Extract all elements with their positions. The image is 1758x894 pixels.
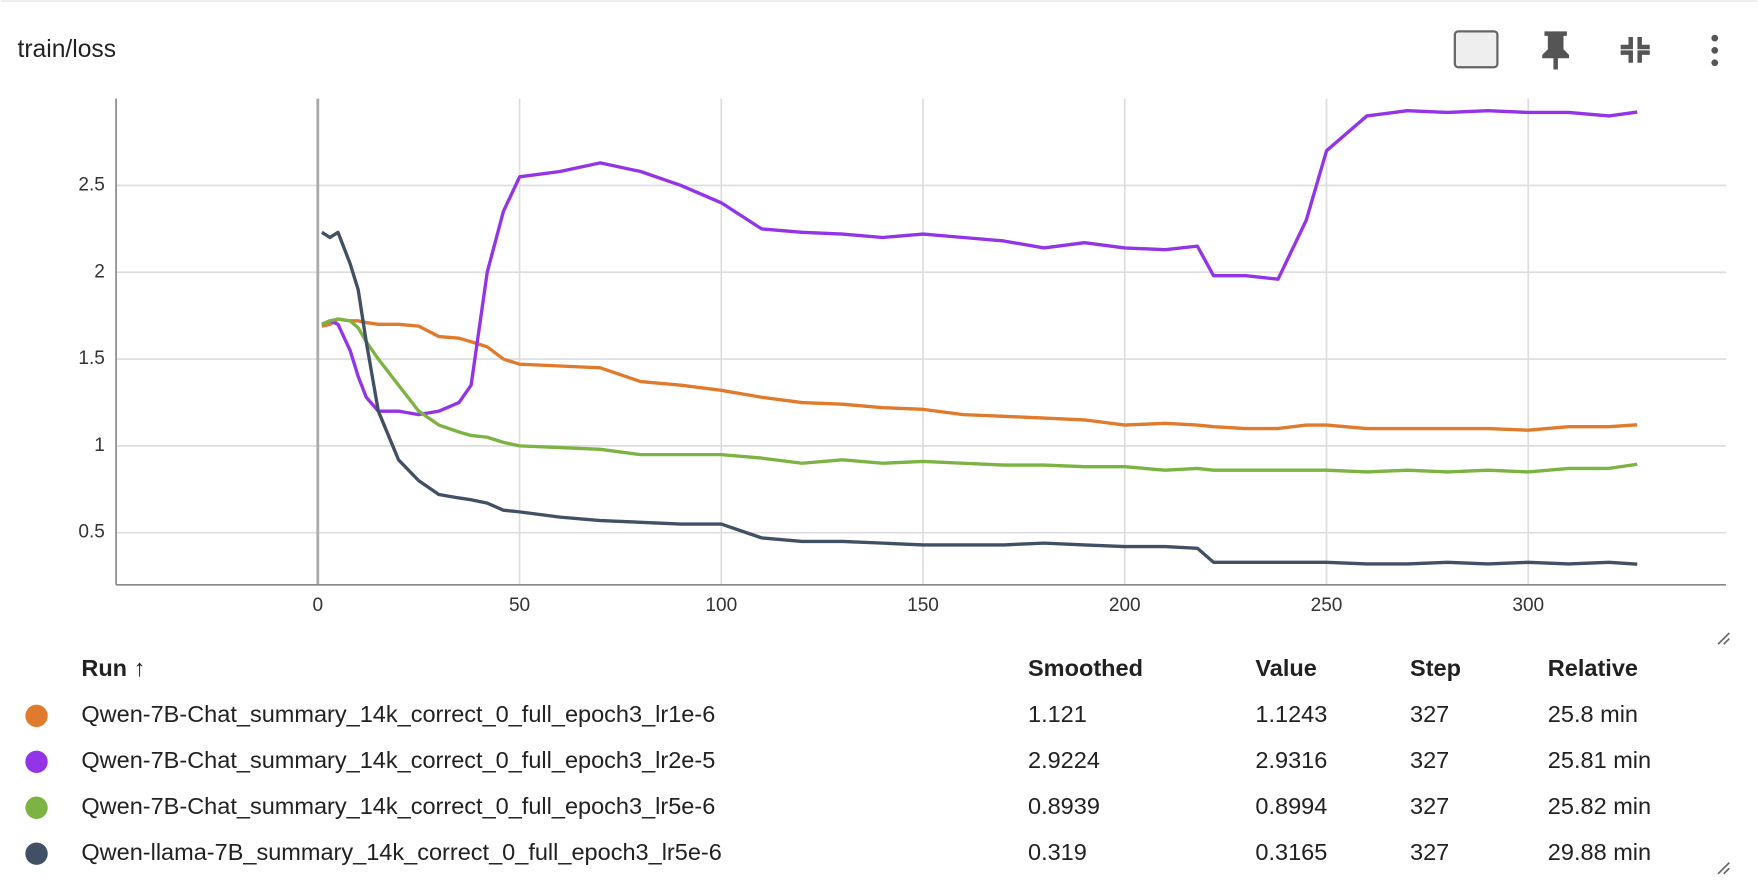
- table-cell: 0.8994: [1255, 793, 1327, 819]
- table-cell: 0.3165: [1255, 839, 1327, 865]
- table-cell: 327: [1410, 701, 1449, 727]
- x-tick-label: 250: [1311, 595, 1343, 616]
- legend-dot: [25, 750, 48, 774]
- table-cell: 0.319: [1028, 839, 1087, 865]
- run-name: Qwen-7B-Chat_summary_14k_correct_0_full_…: [81, 793, 715, 819]
- table-cell: 25.82 min: [1548, 793, 1651, 819]
- table-cell: 0.8939: [1028, 793, 1100, 819]
- run-table: Run ↑ Smoothed Value Step Relative Qwen-7B-Ch…: [25, 655, 1651, 865]
- series-line: [321, 317, 1638, 474]
- run-name: Qwen-7B-Chat_summary_14k_correct_0_full_…: [81, 747, 715, 773]
- chart-title: train/loss: [17, 36, 116, 63]
- y-tick-label: 1: [94, 435, 105, 456]
- pin-button[interactable]: [1542, 31, 1570, 70]
- menu-dot[interactable]: [1711, 59, 1719, 67]
- resize-handle[interactable]: [1717, 862, 1730, 875]
- collapse-icon[interactable]: [1620, 36, 1650, 63]
- table-cell: 29.88 min: [1548, 839, 1651, 865]
- legend-dot: [25, 796, 48, 819]
- column-header: Smoothed: [1028, 655, 1143, 681]
- table-cell: 327: [1410, 793, 1449, 819]
- table-cell: 1.121: [1028, 701, 1087, 727]
- column-header: Run ↑: [81, 655, 145, 681]
- run-name: Qwen-llama-7B_summary_14k_correct_0_full…: [81, 839, 721, 865]
- y-tick-label: 0.5: [78, 522, 104, 543]
- plot-area: 0.5 1 1.5 2 2.5 0 50 100 150 200 250 300: [78, 98, 1726, 616]
- fit-button[interactable]: [1453, 30, 1499, 69]
- legend-dot: [25, 704, 48, 728]
- table-cell: 25.81 min: [1548, 747, 1651, 773]
- y-tick-label: 2: [94, 261, 105, 282]
- collapse-button[interactable]: [1620, 36, 1650, 63]
- table-cell: 1.1243: [1255, 701, 1327, 727]
- x-tick-label: 200: [1109, 595, 1141, 616]
- menu-dot[interactable]: [1711, 47, 1719, 54]
- table-cell: 2.9224: [1028, 747, 1100, 773]
- x-tick-label: 300: [1512, 595, 1544, 616]
- x-tick-label: 150: [907, 595, 939, 616]
- table-cell: 2.9316: [1255, 747, 1327, 773]
- table-cell: 25.8 min: [1548, 701, 1638, 727]
- y-tick-label: 1.5: [78, 348, 104, 369]
- x-tick-label: 0: [313, 595, 324, 616]
- series-line: [320, 230, 1638, 566]
- column-header: Step: [1410, 655, 1461, 681]
- fit-icon[interactable]: [1453, 30, 1499, 69]
- column-header: Value: [1255, 655, 1316, 681]
- menu-button[interactable]: [1711, 34, 1719, 67]
- x-tick-label: 50: [509, 595, 530, 616]
- run-name: Qwen-7B-Chat_summary_14k_correct_0_full_…: [81, 701, 715, 727]
- table-cell: 327: [1410, 839, 1449, 865]
- column-header: Relative: [1548, 655, 1638, 681]
- x-tick-label: 100: [705, 595, 737, 616]
- menu-dot[interactable]: [1711, 34, 1719, 42]
- legend-dot: [25, 842, 48, 865]
- series-line: [321, 109, 1638, 417]
- y-tick-label: 2.5: [78, 174, 104, 195]
- series-line: [321, 317, 1638, 432]
- resize-handle[interactable]: [1717, 632, 1730, 645]
- pin-icon[interactable]: [1542, 31, 1570, 70]
- table-cell: 327: [1410, 747, 1449, 773]
